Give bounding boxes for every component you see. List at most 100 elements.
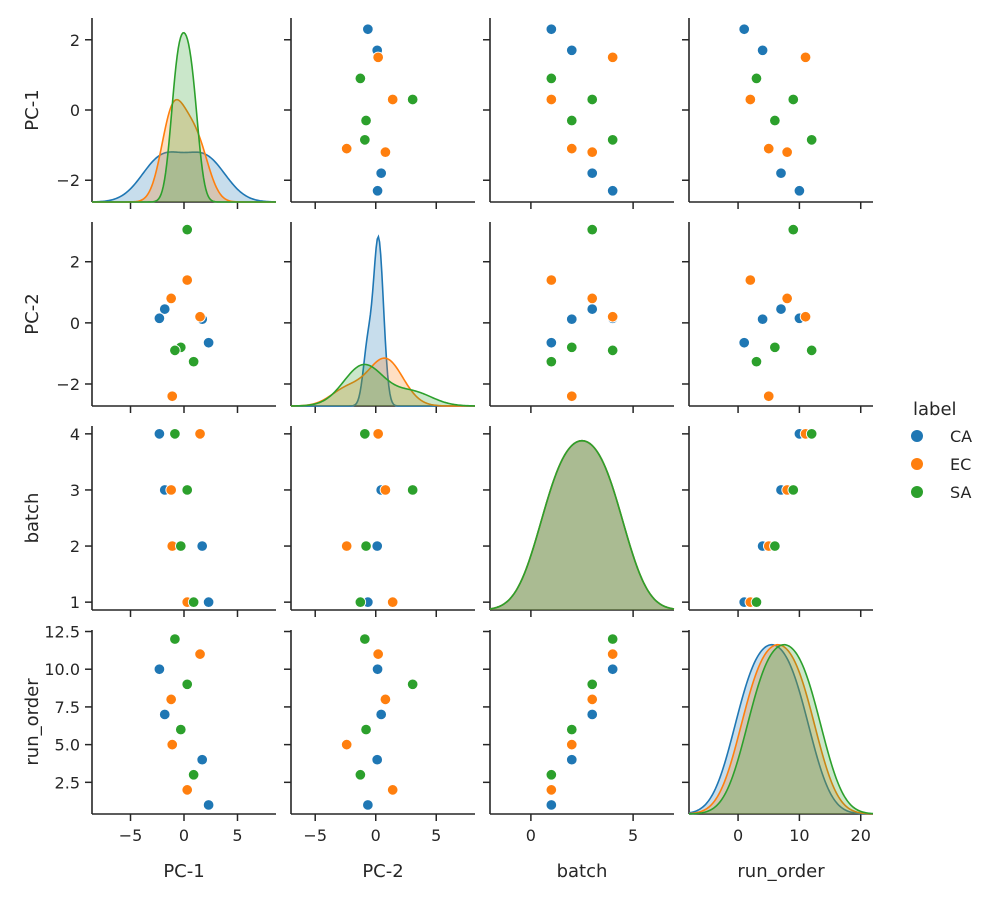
scatter-point-ec	[566, 390, 578, 402]
scatter-point-sa	[545, 769, 558, 781]
scatter-point-ca	[371, 753, 383, 766]
scatter-point-sa	[566, 114, 578, 127]
x-tick-label: 0	[371, 826, 381, 845]
scatter-point-ec	[781, 146, 793, 158]
scatter-point-sa	[354, 72, 367, 85]
kde-line-sa	[489, 439, 675, 610]
y-tick-label: 10.0	[44, 660, 80, 679]
scatter-point-ca	[545, 23, 558, 35]
scatter-point-sa	[787, 484, 800, 496]
scatter-point-ca	[196, 753, 208, 766]
kde-line-sa	[688, 643, 874, 815]
x-tick-label: −5	[303, 826, 327, 845]
panel-pc-2-vs-pc-2	[284, 222, 476, 413]
scatter-point-ec	[545, 93, 558, 106]
kde-fill-sa	[490, 440, 674, 610]
x-tick-label: 0	[733, 826, 743, 845]
scatter-point-ca	[756, 313, 769, 325]
scatter-point-ca	[566, 44, 578, 57]
scatter-point-ec	[781, 292, 793, 305]
scatter-point-ec	[166, 390, 178, 402]
scatter-point-ca	[586, 167, 598, 179]
scatter-point-ec	[606, 648, 619, 660]
panel-pc-1-vs-batch	[483, 18, 674, 209]
scatter-point-ca	[362, 23, 374, 35]
scatter-point-sa	[586, 678, 598, 691]
kde-fill-ec	[490, 440, 674, 610]
scatter-point-sa	[360, 723, 372, 736]
kde-line-sa	[92, 31, 276, 203]
scatter-point-ca	[158, 708, 171, 721]
scatter-point-ca	[375, 167, 387, 179]
x-tick-label: 0	[179, 826, 189, 845]
scatter-point-sa	[406, 484, 419, 496]
scatter-point-sa	[586, 223, 598, 236]
y-tick-label: 2	[70, 537, 80, 556]
kde-line-ca	[91, 151, 277, 203]
scatter-point-ca	[566, 313, 578, 325]
y-axis-label-pc-2: PC-2	[22, 293, 43, 334]
x-tick-label: 5	[628, 826, 638, 845]
scatter-point-ec	[606, 51, 619, 64]
kde-fill-sa	[92, 32, 276, 202]
scatter-point-sa	[406, 678, 419, 691]
legend-marker-ec	[911, 458, 923, 470]
legend-marker-ca	[911, 430, 923, 442]
y-tick-label: 1	[70, 593, 80, 612]
scatter-point-ec	[181, 274, 193, 286]
panel-batch-vs-batch	[483, 426, 675, 617]
scatter-point-ec	[586, 292, 598, 305]
scatter-point-ec	[379, 693, 392, 706]
scatter-point-ec	[166, 738, 178, 751]
panel-pc-1-vs-pc-1: 2 0 −2	[56, 18, 277, 209]
scatter-point-ec	[762, 142, 775, 155]
scatter-point-ca	[153, 312, 166, 325]
scatter-point-sa	[359, 134, 371, 146]
scatter-point-ec	[165, 484, 177, 496]
scatter-point-sa	[181, 678, 193, 691]
scatter-point-sa	[354, 596, 367, 608]
scatter-point-sa	[545, 72, 558, 85]
scatter-point-ca	[775, 303, 787, 315]
scatter-point-ec	[386, 784, 399, 796]
kde-line-sa	[290, 363, 476, 407]
scatter-point-ca	[371, 185, 384, 197]
panel-batch-vs-pc-2	[284, 426, 475, 617]
scatter-point-ca	[202, 336, 215, 349]
y-tick-label: 7.5	[55, 698, 80, 717]
scatter-point-ec	[372, 648, 384, 660]
legend: label CA EC SA	[911, 399, 972, 502]
scatter-point-sa	[181, 484, 193, 496]
x-tick-label: 5	[232, 826, 242, 845]
panel-run-order-vs-pc-1: −5 0 5 12.5 10.0 7.5 5.0 2.5	[44, 623, 276, 845]
legend-title: label	[913, 399, 957, 420]
scatter-point-ec	[586, 146, 598, 158]
scatter-point-sa	[566, 723, 578, 736]
scatter-point-sa	[175, 723, 187, 736]
scatter-point-ec	[545, 784, 558, 796]
scatter-point-sa	[769, 341, 781, 354]
scatter-point-ca	[756, 44, 769, 57]
x-axis-label-pc-1: PC-1	[163, 861, 204, 882]
panel-run-order-vs-run-order: 0 10 20	[682, 630, 874, 845]
scatter-point-sa	[354, 769, 367, 781]
panel-pc-2-vs-batch	[483, 222, 674, 413]
kde-fill-ca	[291, 236, 475, 406]
scatter-point-ec	[372, 428, 384, 440]
scatter-point-ec	[165, 292, 177, 305]
y-axis-label-batch: batch	[22, 493, 43, 544]
scatter-point-ec	[586, 693, 598, 706]
scatter-point-ca	[586, 708, 598, 721]
panel-batch-vs-run-order	[682, 426, 873, 617]
y-axis-label-run-order: run_order	[22, 678, 43, 766]
scatter-point-sa	[406, 93, 419, 106]
scatter-point-sa	[359, 633, 371, 645]
scatter-point-ca	[196, 540, 208, 552]
scatter-point-ec	[165, 693, 177, 706]
scatter-point-sa	[769, 114, 781, 127]
x-axis-label-batch: batch	[557, 861, 608, 882]
scatter-point-ca	[362, 799, 374, 811]
scatter-point-ec	[194, 428, 206, 440]
